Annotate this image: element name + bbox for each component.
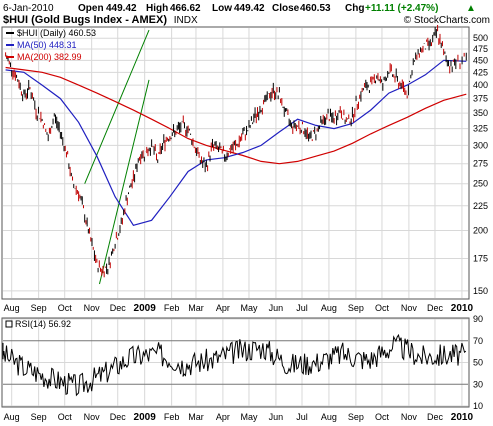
price-x-tick-label: 2009 (134, 303, 157, 314)
price-tick-label: 150 (473, 286, 488, 296)
price-x-axis: Aug Sep Oct Nov Dec 2009 Feb Mar Apr May Jun Jul Aug… (4, 303, 474, 314)
price-x-tick-label: Jun (269, 303, 284, 313)
rsi-x-tick-label: 2010 (451, 412, 474, 423)
price-x-tick-label: Mar (188, 303, 204, 313)
price-tick-label: 375 (473, 94, 488, 104)
price-y-axis: 150 175 200 225 250 275 300 325 350 375 400 425 4504… (473, 33, 488, 296)
price-x-tick-label: Oct (58, 303, 73, 313)
copyright-label: © StockCharts.com (404, 15, 490, 26)
price-series (5, 24, 467, 278)
rsi-x-tick-label: Jul (296, 412, 308, 422)
ma50-series (5, 59, 467, 226)
close-label: Close (272, 3, 300, 14)
rsi-legend: RSI(14) 56.92 (5, 319, 71, 329)
chart-symbol: $HUI (Gold Bugs Index - AMEX) (3, 14, 167, 26)
price-tick-label: 275 (473, 159, 488, 169)
rsi-x-tick-label: May (240, 412, 258, 422)
price-legend-label: $HUI (Daily) 460.53 (17, 28, 96, 38)
price-x-tick-label: Dec (110, 303, 127, 313)
rsi-x-tick-label: Aug (4, 412, 20, 422)
price-x-tick-label: Jul (296, 303, 308, 313)
rsi-legend-label: RSI(14) 56.92 (15, 319, 71, 329)
open-value: 449.42 (106, 3, 137, 14)
price-legend: $HUI (Daily) 460.53 MA(50) 448.31 MA(200) … (6, 28, 96, 62)
rsi-x-tick-label: Apr (216, 412, 230, 422)
close-value: 460.53 (300, 3, 331, 14)
price-tick-label: 175 (473, 254, 488, 264)
chart-title: $HUI (Gold Bugs Index - AMEX) INDX (3, 14, 198, 26)
low-value: 449.42 (234, 3, 265, 14)
rsi-x-tick-label: Sep (348, 412, 364, 422)
price-grid (3, 28, 468, 298)
price-tick-label: 400 (473, 80, 488, 90)
price-x-tick-label: Dec (427, 303, 444, 313)
price-x-tick-label: Aug (321, 303, 337, 313)
price-tick-label: 225 (473, 201, 488, 211)
rsi-tick-label: 10 (473, 401, 483, 411)
price-x-tick-label: Oct (375, 303, 390, 313)
price-tick-label: 450 (473, 55, 488, 65)
price-tick-label: 425 (473, 67, 488, 77)
low-label: Low (212, 3, 232, 14)
price-tick-label: 500 (473, 33, 488, 43)
rsi-tick-label: 50 (473, 358, 483, 368)
rsi-tick-label: 30 (473, 379, 483, 389)
rsi-x-tick-label: Nov (84, 412, 101, 422)
rsi-x-axis: Aug Sep Oct Nov Dec 2009 Feb Mar Apr May Jun Jul Aug… (4, 412, 474, 423)
price-x-tick-label: May (240, 303, 258, 313)
rsi-x-tick-label: Jun (269, 412, 284, 422)
price-x-tick-label: Nov (401, 303, 418, 313)
rsi-tick-label: 90 (473, 314, 483, 324)
high-label: High (146, 3, 168, 14)
price-tick-label: 325 (473, 124, 488, 134)
price-x-tick-label: Sep (31, 303, 47, 313)
rsi-series (2, 333, 467, 397)
ma200-series (5, 66, 467, 165)
rsi-tick-label: 70 (473, 336, 483, 346)
high-value: 466.62 (170, 3, 201, 14)
rsi-legend-icon (5, 320, 13, 328)
rsi-x-tick-label: Feb (164, 412, 180, 422)
price-tick-label: 475 (473, 44, 488, 54)
price-legend-label: MA(200) 382.99 (17, 52, 82, 62)
rsi-x-tick-label: Sep (31, 412, 47, 422)
rsi-y-axis: 10 30 50 70 90 (473, 314, 483, 411)
rsi-grid (3, 318, 468, 407)
rsi-x-tick-label: Mar (188, 412, 204, 422)
price-legend-label: MA(50) 448.31 (17, 40, 77, 50)
price-x-tick-label: Nov (84, 303, 101, 313)
price-tick-label: 300 (473, 140, 488, 150)
rsi-x-tick-label: Dec (110, 412, 127, 422)
rsi-x-tick-label: 2009 (134, 412, 157, 423)
open-label: Open (78, 3, 104, 14)
price-x-tick-label: 2010 (451, 303, 474, 314)
rsi-x-tick-label: Dec (427, 412, 444, 422)
chg-up-arrow-icon: ▲ (466, 3, 476, 14)
chg-label: Chg (345, 3, 364, 14)
chart-exchange: INDX (174, 15, 198, 26)
chg-value: +11.11 (+2.47%) (365, 3, 438, 14)
rsi-x-tick-label: Nov (401, 412, 418, 422)
ma50-line (5, 59, 467, 226)
price-x-tick-label: Apr (216, 303, 230, 313)
rsi-x-tick-label: Oct (375, 412, 390, 422)
ma200-line (5, 66, 467, 165)
price-tick-label: 250 (473, 179, 488, 189)
rsi-x-tick-label: Aug (321, 412, 337, 422)
price-tick-label: 350 (473, 108, 488, 118)
price-x-tick-label: Sep (348, 303, 364, 313)
price-x-tick-label: Aug (4, 303, 20, 313)
channel-upper-line (84, 29, 150, 184)
rsi-x-tick-label: Oct (58, 412, 73, 422)
date-label: 6-Jan-2010 (3, 3, 54, 14)
price-tick-label: 200 (473, 226, 488, 236)
price-x-tick-label: Feb (164, 303, 180, 313)
rsi-line (2, 333, 467, 397)
